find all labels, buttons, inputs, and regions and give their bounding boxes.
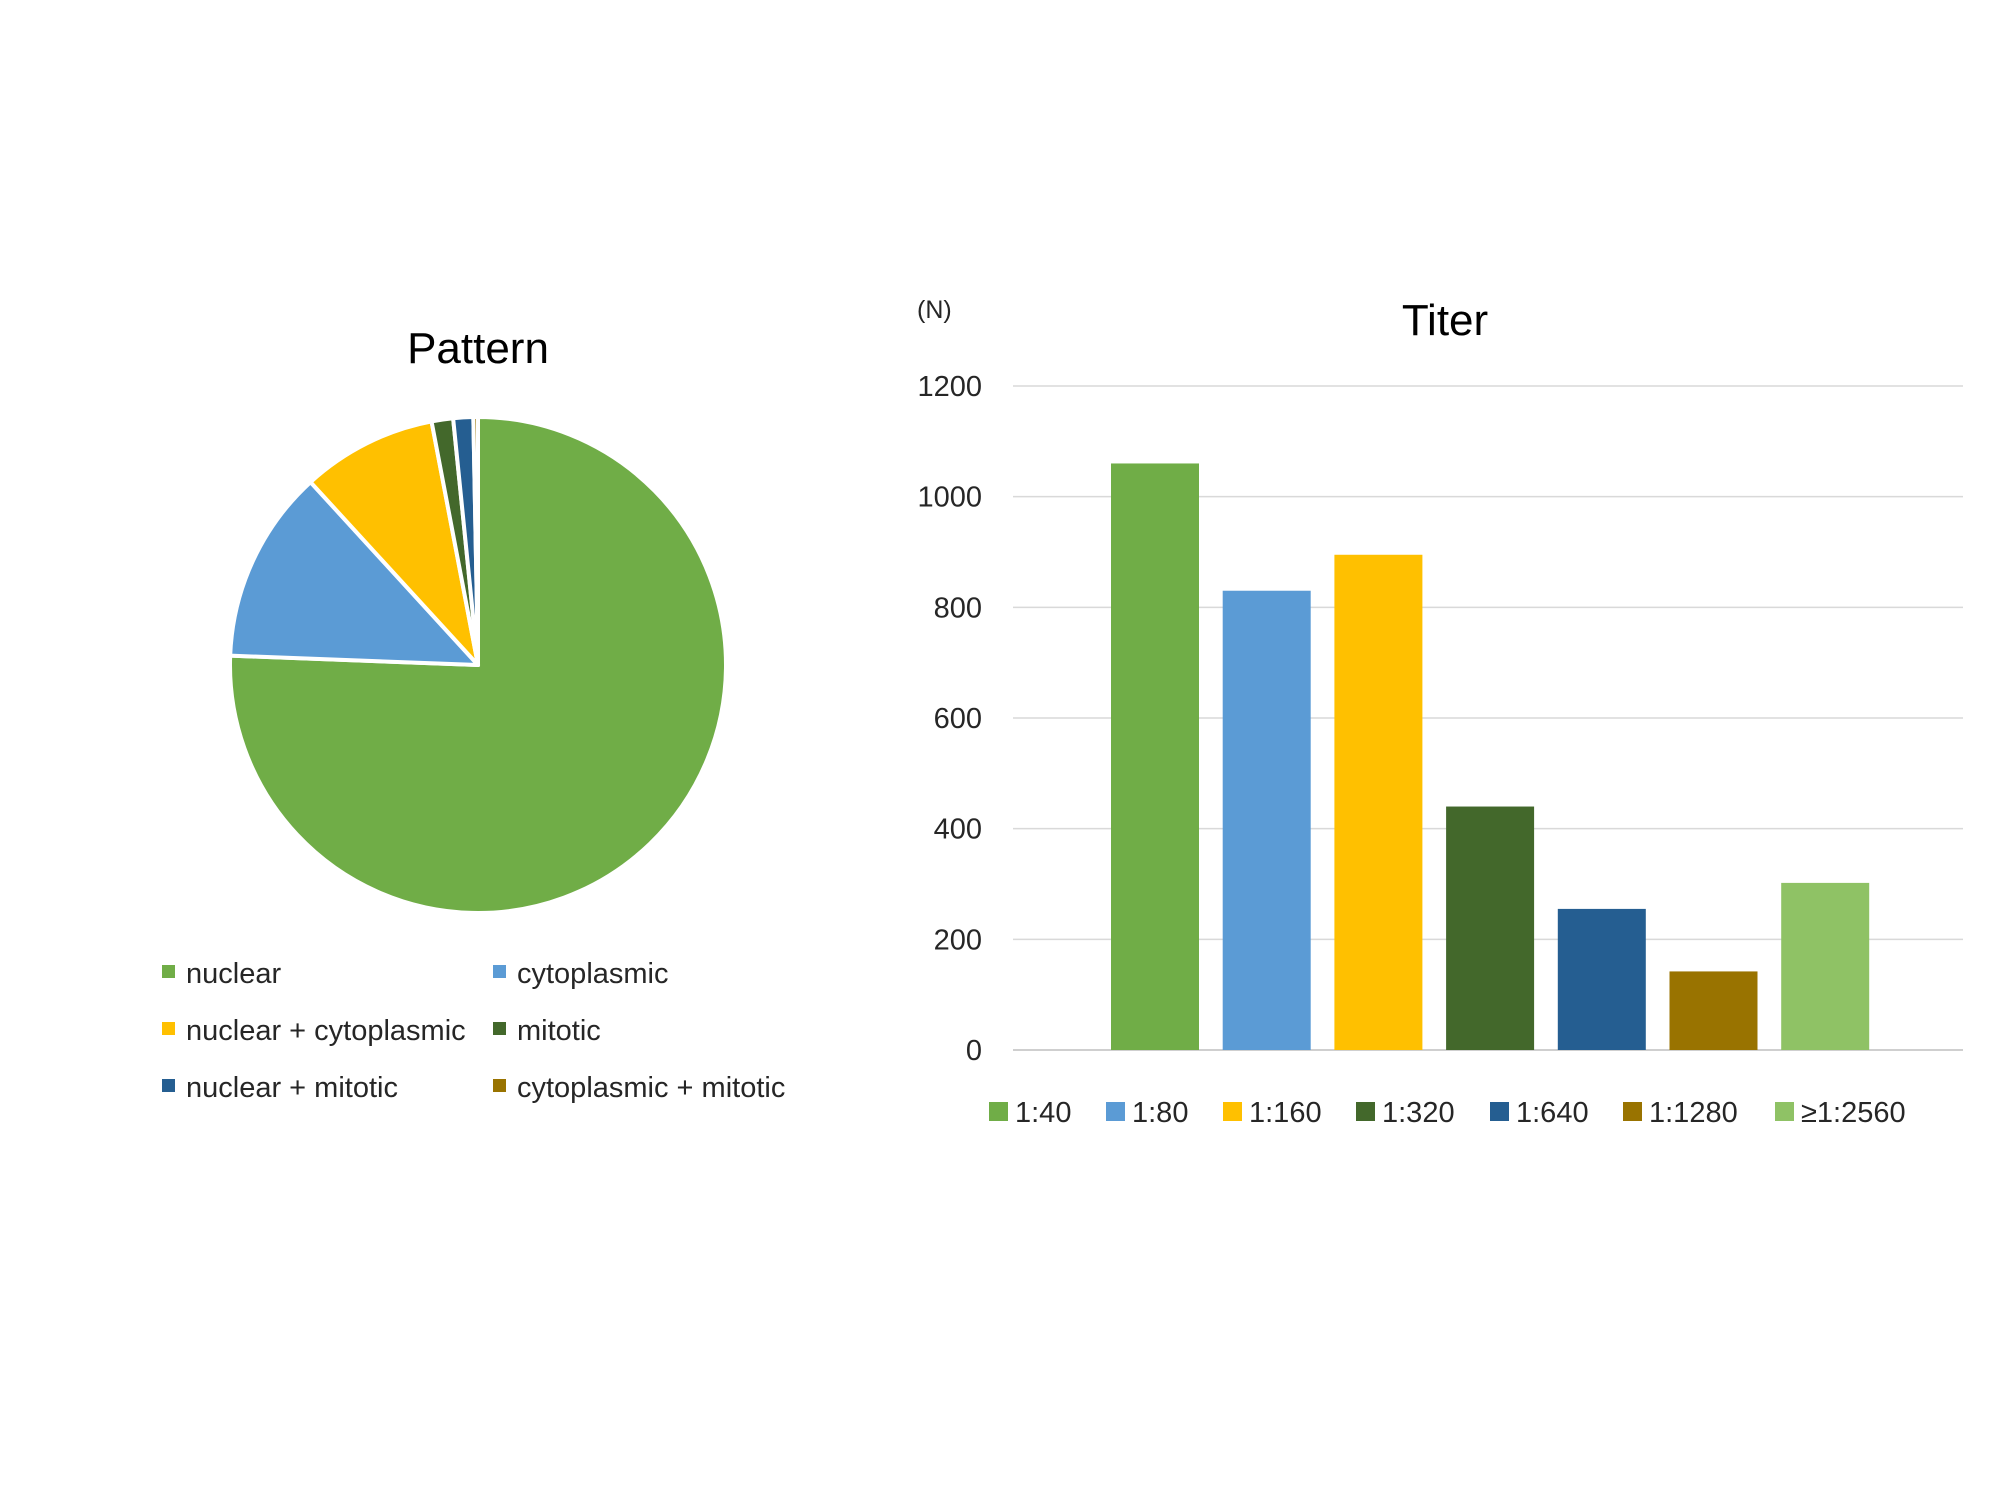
bar-legend-label-1-1280: 1:1280 — [1649, 1097, 1738, 1129]
y-tick-label-400: 400 — [934, 814, 982, 846]
pie-chart: Pattern nuclear cytoplasmic nuclear + cyto… — [162, 324, 785, 1104]
bar-legend-swatch-1-160 — [1223, 1102, 1242, 1121]
pie-chart-title: Pattern — [407, 324, 549, 373]
pie-legend: nuclear cytoplasmic nuclear + cytoplasmic m… — [162, 958, 785, 1104]
pie-legend-label-nuclear-mitotic: nuclear + mitotic — [186, 1072, 398, 1104]
bar-legend: 1:40 1:80 1:160 1:320 1:640 1:1280 ≥1:2560 — [989, 1097, 1906, 1129]
bar-legend-swatch-1-40 — [989, 1102, 1008, 1121]
bar-chart: Titer (N) 0 200 400 600 800 1000 1200 1:40 1:80… — [917, 296, 1963, 1129]
pie-slices — [228, 414, 728, 915]
pie-legend-swatch-cytoplasmic-mitotic — [493, 1079, 506, 1092]
bars — [1111, 463, 1870, 1050]
bar-legend-label-1-320: 1:320 — [1382, 1097, 1455, 1129]
y-axis-tick-labels: 0 200 400 600 800 1000 1200 — [917, 371, 982, 1067]
bar-1-2560 — [1781, 882, 1870, 1050]
pie-legend-swatch-mitotic — [493, 1022, 506, 1035]
bar-1-160 — [1334, 554, 1423, 1050]
bar-legend-swatch-1-1280 — [1623, 1102, 1642, 1121]
y-tick-label-800: 800 — [934, 592, 982, 624]
bar-1-80 — [1222, 590, 1311, 1050]
bar-legend-label-1-640: 1:640 — [1516, 1097, 1589, 1129]
pie-slice-cytoplasmic-mitotic — [471, 414, 480, 667]
bar-legend-label-1-2560: ≥1:2560 — [1801, 1097, 1906, 1129]
y-tick-label-1200: 1200 — [917, 371, 982, 403]
pie-slice-cytoplasmic — [228, 480, 480, 667]
bar-1-640 — [1557, 908, 1646, 1050]
y-tick-label-0: 0 — [966, 1035, 982, 1067]
pie-legend-swatch-nuclear-mitotic — [162, 1079, 175, 1092]
pie-legend-swatch-nuclear — [162, 965, 175, 978]
bar-1-1280 — [1669, 971, 1758, 1050]
y-tick-label-600: 600 — [934, 703, 982, 735]
y-axis-unit-label: (N) — [917, 296, 952, 324]
bar-legend-label-1-80: 1:80 — [1132, 1097, 1188, 1129]
pie-legend-swatch-nuclear-cytoplasmic — [162, 1022, 175, 1035]
y-tick-label-1000: 1000 — [917, 482, 982, 514]
bar-chart-title: Titer — [1402, 296, 1488, 345]
pie-legend-label-cytoplasmic: cytoplasmic — [517, 958, 669, 990]
bar-legend-swatch-1-2560 — [1775, 1102, 1794, 1121]
y-tick-label-200: 200 — [934, 924, 982, 956]
bar-1-320 — [1446, 806, 1535, 1050]
pie-legend-swatch-cytoplasmic — [493, 965, 506, 978]
bar-legend-label-1-160: 1:160 — [1249, 1097, 1322, 1129]
bar-1-40 — [1111, 463, 1199, 1050]
pie-legend-label-nuclear: nuclear — [186, 958, 281, 990]
pie-legend-label-nuclear-cytoplasmic: nuclear + cytoplasmic — [186, 1015, 466, 1047]
pie-legend-label-cytoplasmic-mitotic: cytoplasmic + mitotic — [517, 1072, 785, 1104]
bar-legend-label-1-40: 1:40 — [1015, 1097, 1071, 1129]
bar-legend-swatch-1-320 — [1356, 1102, 1375, 1121]
pie-legend-label-mitotic: mitotic — [517, 1015, 601, 1047]
bar-legend-swatch-1-80 — [1106, 1102, 1125, 1121]
pie-slice-nuclear-cytoplasmic — [308, 419, 480, 667]
bar-legend-swatch-1-640 — [1490, 1102, 1509, 1121]
